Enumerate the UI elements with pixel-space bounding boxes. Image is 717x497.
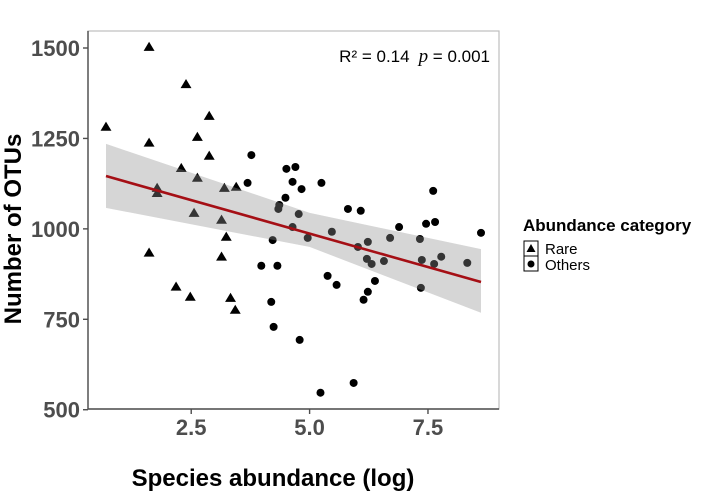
legend-circle-icon — [527, 260, 535, 268]
data-point-others — [429, 186, 438, 195]
data-point-rare — [218, 182, 230, 192]
data-point-rare — [220, 231, 232, 241]
data-point-others — [247, 151, 256, 160]
data-point-others — [379, 257, 388, 266]
data-point-others — [288, 177, 297, 186]
legend-title: Abundance category — [523, 216, 692, 235]
data-point-others — [431, 217, 440, 226]
data-point-others — [362, 254, 371, 263]
data-point-rare — [230, 181, 242, 191]
y-tick-label: 500 — [43, 398, 80, 423]
data-point-rare — [170, 281, 182, 291]
p-symbol: p — [417, 46, 429, 67]
data-point-others — [282, 164, 291, 173]
data-point-others — [274, 204, 283, 213]
data-point-others — [370, 276, 379, 285]
data-point-others — [363, 237, 372, 246]
data-point-rare — [143, 41, 155, 51]
data-point-others — [356, 206, 365, 215]
x-tick-label: 5.0 — [294, 415, 325, 440]
legend-item-rare: Rare — [523, 240, 578, 258]
data-point-others — [294, 210, 303, 219]
data-point-rare — [184, 291, 196, 301]
data-point-rare — [216, 214, 227, 224]
data-point-others — [422, 219, 431, 228]
data-point-others — [267, 297, 276, 306]
data-point-rare — [191, 172, 203, 182]
legend: Abundance category Rare Others — [523, 216, 692, 274]
data-point-others — [363, 287, 372, 296]
data-point-others — [316, 388, 325, 397]
data-point-others — [269, 322, 278, 331]
y-tick-label: 1500 — [31, 36, 80, 61]
data-point-rare — [191, 131, 203, 141]
data-point-rare — [225, 292, 236, 302]
x-tick-label: 7.5 — [413, 415, 444, 440]
data-point-others — [268, 236, 277, 245]
data-point-others — [303, 233, 312, 242]
data-point-rare — [203, 110, 215, 120]
x-axis-ticks: 2.5 5.0 7.5 — [176, 409, 443, 440]
data-point-rare — [175, 162, 187, 172]
data-point-others — [297, 185, 306, 194]
data-point-rare — [100, 121, 112, 131]
data-point-others — [430, 259, 439, 268]
data-point-others — [477, 228, 486, 237]
data-point-rare — [180, 78, 192, 89]
data-point-rare — [188, 207, 200, 217]
data-point-others — [416, 283, 425, 292]
r-squared-text: R² = 0.14 — [339, 47, 409, 66]
y-axis-title: Number of OTUs — [0, 134, 27, 325]
x-axis-title: Species abundance (log) — [132, 465, 415, 492]
y-axis-ticks: 500 750 1000 1250 1500 — [31, 36, 88, 423]
x-tick-label: 2.5 — [176, 415, 207, 440]
data-point-others — [395, 223, 404, 232]
data-point-rare — [143, 247, 155, 257]
data-point-others — [343, 204, 352, 213]
data-point-others — [323, 271, 332, 280]
data-point-others — [273, 261, 282, 270]
data-point-others — [415, 234, 424, 243]
data-point-others — [332, 280, 341, 289]
data-point-others — [243, 178, 252, 187]
data-point-rare — [151, 187, 163, 197]
data-point-others — [359, 295, 368, 304]
data-point-rare — [216, 251, 227, 261]
data-point-others — [386, 233, 395, 242]
data-point-others — [349, 378, 358, 387]
data-point-others — [463, 258, 472, 267]
data-point-others — [367, 259, 376, 268]
data-point-others — [257, 261, 266, 270]
data-point-rare — [143, 137, 155, 147]
data-point-others — [295, 335, 304, 344]
data-point-rare — [203, 150, 215, 160]
data-point-others — [417, 255, 426, 264]
data-point-others — [437, 252, 446, 261]
data-point-others — [327, 227, 336, 236]
data-point-others — [291, 163, 300, 172]
data-point-others — [317, 178, 326, 187]
y-tick-label: 1000 — [31, 217, 80, 242]
legend-label-others: Others — [545, 257, 590, 274]
p-value-text: = 0.001 — [428, 47, 490, 66]
legend-item-others: Others — [523, 255, 590, 274]
y-tick-label: 1250 — [31, 126, 80, 151]
regression-line — [105, 174, 482, 284]
annotation-text: R² = 0.14 p = 0.001 — [339, 46, 490, 67]
data-point-rare — [229, 304, 241, 314]
legend-label-rare: Rare — [545, 241, 578, 258]
y-tick-label: 750 — [43, 307, 80, 332]
legend-triangle-icon — [526, 244, 536, 252]
points-layer — [100, 41, 486, 397]
data-point-others — [281, 193, 290, 202]
